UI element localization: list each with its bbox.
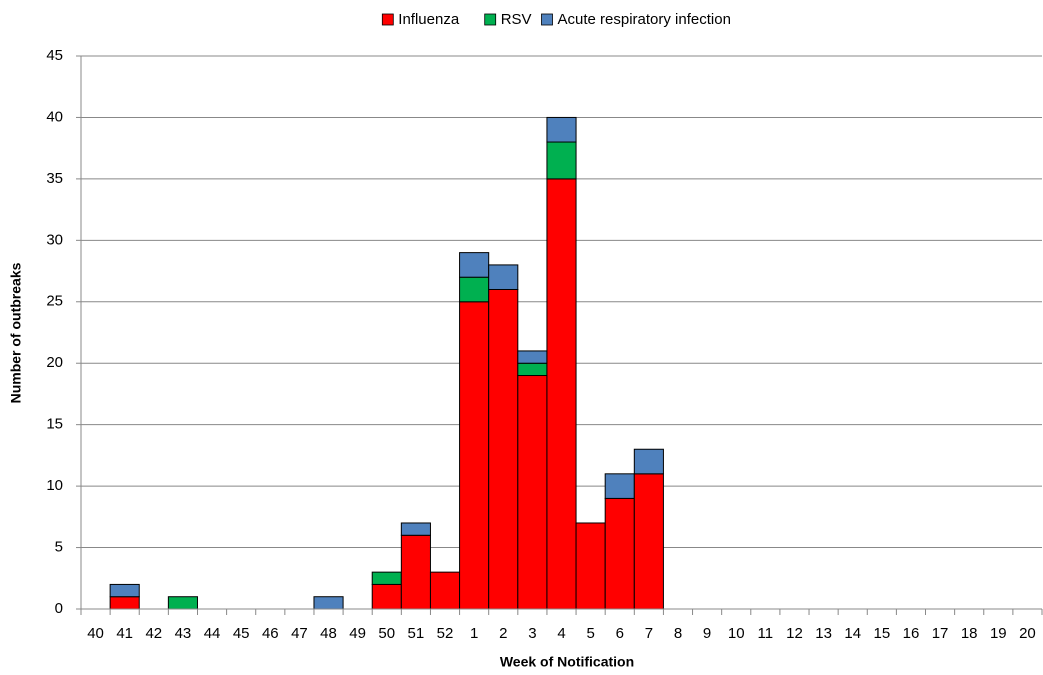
x-tick-label: 43 bbox=[175, 625, 192, 642]
bar-segment bbox=[313, 596, 344, 610]
x-tick-label: 5 bbox=[586, 625, 594, 642]
x-tick-label: 52 bbox=[437, 625, 454, 642]
x-tick-label: 11 bbox=[758, 625, 774, 642]
bar-segment bbox=[109, 583, 140, 598]
x-tick-label: 9 bbox=[703, 625, 711, 642]
x-tick-label: 6 bbox=[616, 625, 624, 642]
bar-segment bbox=[371, 583, 402, 610]
bar-segment bbox=[633, 473, 664, 610]
x-tick-label: 49 bbox=[349, 625, 366, 642]
x-tick-label: 51 bbox=[408, 625, 425, 642]
y-tick-label: 25 bbox=[46, 293, 63, 310]
x-tick-label: 16 bbox=[903, 625, 920, 642]
bar-segment bbox=[488, 288, 519, 610]
x-tick-label: 14 bbox=[844, 625, 861, 642]
bar-segment bbox=[488, 264, 519, 290]
x-tick-label: 50 bbox=[378, 625, 395, 642]
x-tick-label: 10 bbox=[728, 625, 745, 642]
x-tick-label: 15 bbox=[873, 625, 890, 642]
bar-segment bbox=[633, 448, 664, 475]
bar-segment bbox=[546, 178, 577, 610]
bar-segment bbox=[546, 116, 577, 143]
x-tick-label: 40 bbox=[87, 625, 104, 642]
x-tick-label: 4 bbox=[557, 625, 565, 642]
bar-segment bbox=[604, 497, 635, 610]
y-tick-label: 15 bbox=[46, 416, 63, 433]
x-tick-label: 3 bbox=[528, 625, 536, 642]
x-tick-label: 47 bbox=[291, 625, 308, 642]
x-tick-label: 7 bbox=[645, 625, 653, 642]
x-tick-label: 46 bbox=[262, 625, 279, 642]
y-tick-label: 5 bbox=[55, 539, 63, 556]
x-tick-label: 12 bbox=[786, 625, 803, 642]
y-tick-label: 45 bbox=[46, 47, 63, 64]
y-tick-label: 0 bbox=[55, 600, 63, 617]
x-tick-label: 20 bbox=[1019, 625, 1036, 642]
bar-segment bbox=[400, 522, 431, 536]
bar-segment bbox=[167, 596, 198, 610]
bar-segment bbox=[575, 522, 606, 610]
x-tick-label: 13 bbox=[815, 625, 832, 642]
legend-label: RSV bbox=[501, 11, 532, 28]
legend-swatch bbox=[484, 13, 497, 26]
x-tick-label: 44 bbox=[204, 625, 221, 642]
bar-segment bbox=[400, 534, 431, 610]
legend-swatch bbox=[541, 13, 553, 26]
y-tick-label: 40 bbox=[46, 108, 63, 125]
bar-segment bbox=[109, 596, 140, 610]
bar-segment bbox=[371, 571, 402, 585]
y-tick-label: 10 bbox=[46, 477, 63, 494]
bar-segment bbox=[459, 301, 490, 610]
x-tick-label: 48 bbox=[320, 625, 337, 642]
y-tick-label: 20 bbox=[46, 354, 63, 371]
bar-segment bbox=[546, 141, 577, 180]
x-tick-label: 8 bbox=[674, 625, 682, 642]
legend-label: Influenza bbox=[398, 11, 460, 28]
bar-segment bbox=[459, 252, 490, 278]
legend-label: Acute respiratory infection bbox=[558, 11, 731, 28]
bar-segment bbox=[429, 571, 461, 610]
x-tick-label: 42 bbox=[145, 625, 162, 642]
x-tick-label: 17 bbox=[932, 625, 949, 642]
x-axis-title: Week of Notification bbox=[500, 654, 634, 670]
y-axis-title: Number of outbreaks bbox=[8, 262, 24, 403]
x-tick-label: 45 bbox=[233, 625, 250, 642]
bar-segment bbox=[517, 362, 548, 377]
y-tick-label: 35 bbox=[46, 170, 63, 187]
x-tick-label: 18 bbox=[961, 625, 978, 642]
x-tick-label: 1 bbox=[470, 625, 478, 642]
legend-swatch bbox=[381, 13, 394, 26]
y-tick-label: 30 bbox=[46, 231, 63, 248]
x-tick-label: 19 bbox=[990, 625, 1007, 642]
x-tick-label: 2 bbox=[499, 625, 507, 642]
bar-segment bbox=[517, 375, 548, 610]
bar-segment bbox=[517, 350, 548, 364]
bar-segment bbox=[604, 473, 635, 499]
x-tick-label: 41 bbox=[116, 625, 133, 642]
bar-segment bbox=[459, 276, 490, 303]
